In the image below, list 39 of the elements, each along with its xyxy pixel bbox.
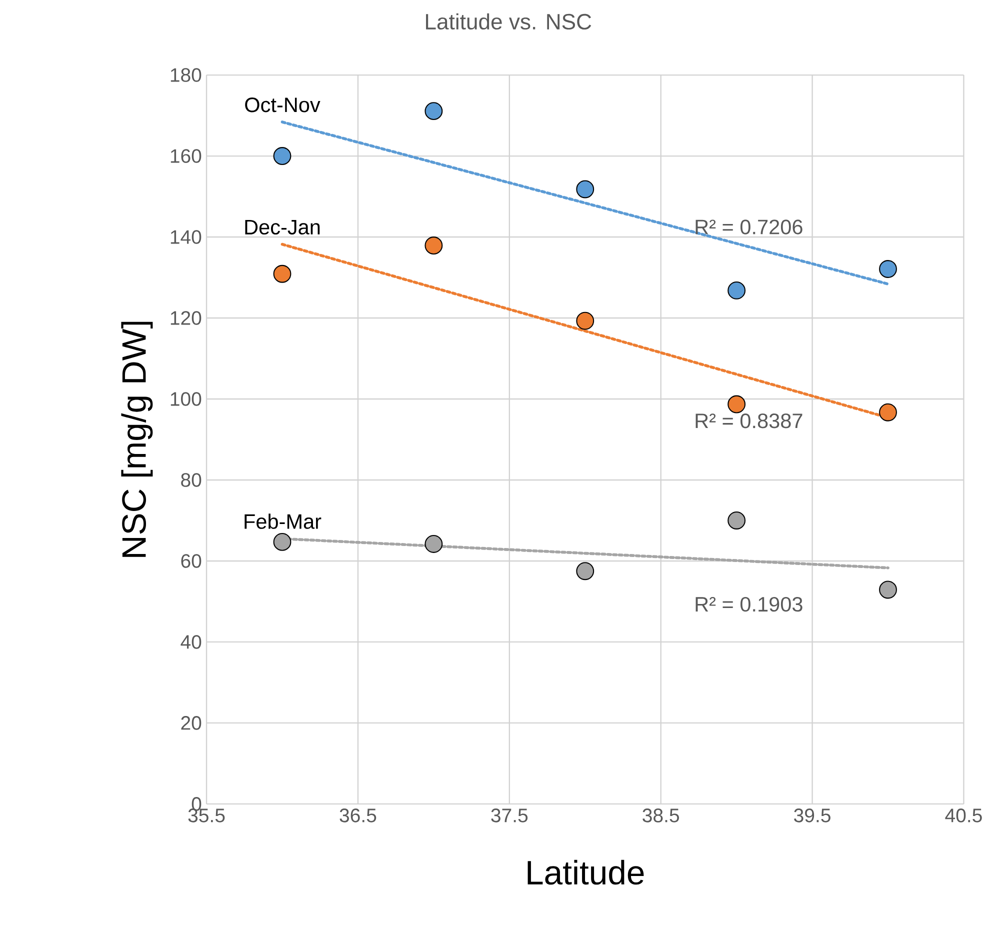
point: [273, 265, 292, 284]
point: [424, 236, 443, 255]
point: [879, 580, 897, 599]
y-tick-label: 140: [170, 230, 202, 244]
x-tick-label: 36.5: [340, 808, 376, 823]
x-tick-label: 40.5: [945, 808, 982, 823]
y-tick-label: 20: [181, 716, 202, 730]
x-tick-label: 35.5: [188, 808, 225, 823]
point: [576, 562, 594, 580]
text: Oct-Nov: [245, 98, 320, 112]
point: [728, 512, 746, 530]
y-tick-label: 60: [181, 554, 202, 568]
point: [424, 102, 443, 120]
x-tick-label: 37.5: [491, 808, 528, 823]
series-label: Feb-Mar: [244, 514, 322, 530]
x-axis-title: Latitude: [528, 860, 644, 885]
y-tick-label: 40: [180, 635, 202, 650]
y-tick-label: 80: [181, 473, 202, 488]
y-axis-title: NSC [mg/g DW]: [121, 322, 153, 558]
y-tick-label: 120: [170, 311, 202, 326]
point: [576, 312, 594, 330]
x-tick-label: 39.5: [794, 808, 830, 823]
y-tick-label: 100: [170, 392, 202, 406]
point: [728, 396, 746, 414]
point: [728, 282, 746, 300]
point: [879, 260, 897, 278]
point: [879, 404, 897, 422]
series-label: Dec-Jan: [245, 220, 320, 235]
annotation: R² = 0.8387: [696, 414, 802, 428]
y-tick-label: 180: [170, 68, 202, 82]
annotation: R² = 0.7206: [696, 220, 802, 235]
chart-title: Latitude vs. NSC: [426, 14, 592, 30]
point: [273, 533, 292, 552]
y-tick-label: 160: [170, 149, 202, 164]
point: [576, 180, 594, 198]
x-tick-label: 38.5: [642, 808, 679, 823]
annotation: R² = 0.1903: [696, 597, 802, 612]
point: [273, 147, 292, 166]
point: [424, 535, 443, 554]
